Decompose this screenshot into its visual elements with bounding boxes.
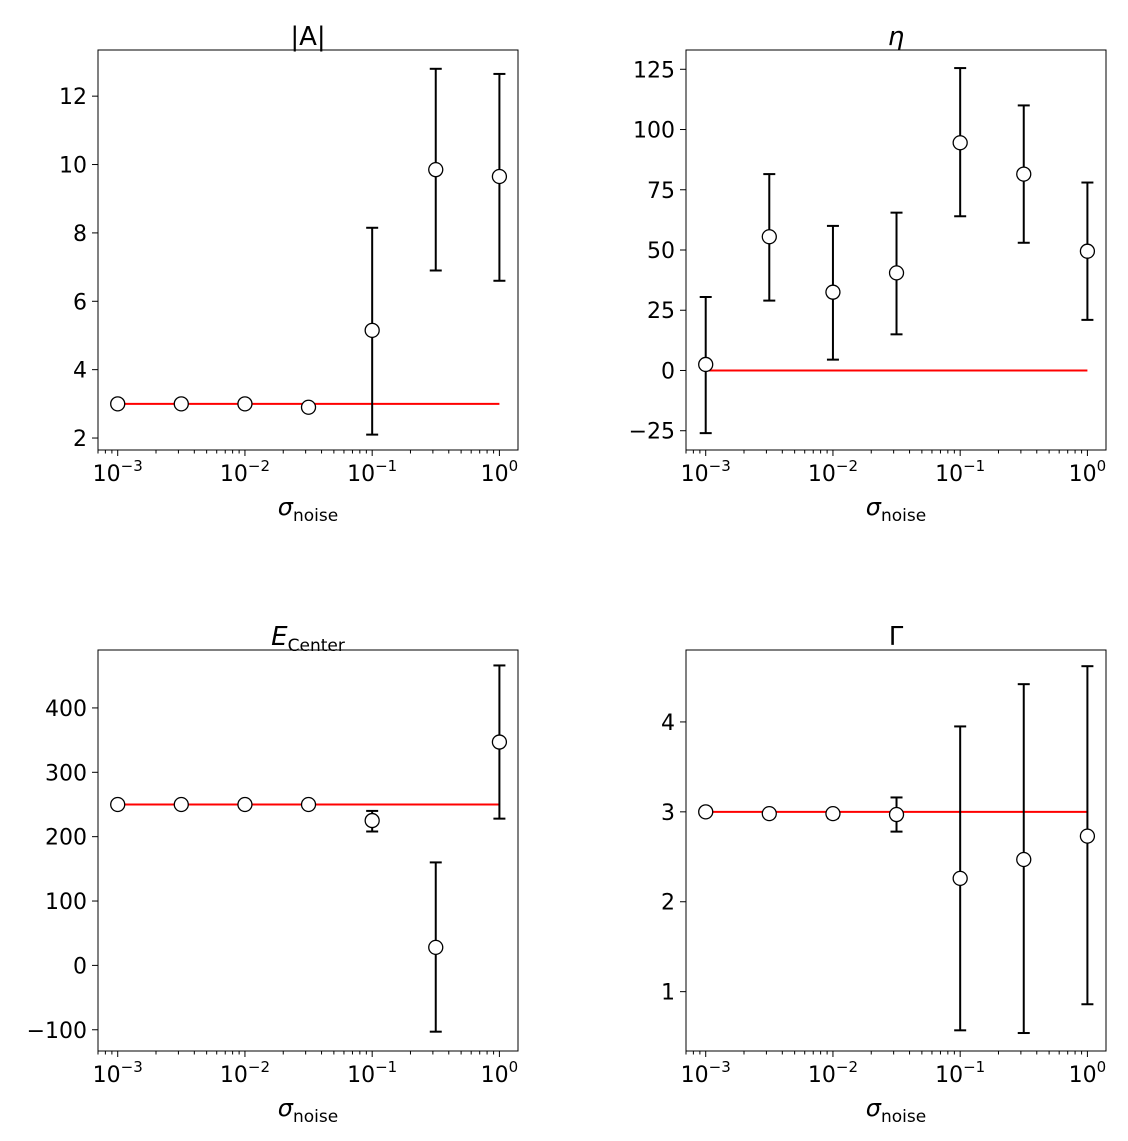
y-tick-label: −100	[27, 1019, 87, 1044]
y-tick-label: 100	[633, 119, 675, 144]
y-tick-label: 6	[73, 290, 87, 315]
data-point	[1079, 828, 1096, 844]
panel-title: |A|	[290, 22, 325, 52]
x-tick-label: 10−1	[935, 457, 985, 487]
x-tick-label: 10−2	[220, 457, 270, 487]
y-tick-label: 125	[633, 58, 675, 83]
data-point	[952, 870, 968, 887]
data-point	[428, 939, 444, 956]
data-point	[364, 322, 380, 338]
axes-frame	[97, 649, 519, 1052]
panel-3: ECenter −100 0 100 200 300 400 10−3 10−2 10−1 100 σ…	[27, 622, 519, 1127]
data-point	[237, 796, 253, 813]
y-tick-label: 10	[59, 154, 87, 179]
y-tick-label: 50	[647, 239, 675, 264]
x-tick-label: 10−2	[808, 1058, 858, 1088]
x-tick-label: 10−2	[808, 457, 858, 487]
y-tick-label: −25	[629, 420, 675, 445]
y-tick-label: 200	[45, 826, 87, 851]
data-point	[364, 812, 380, 829]
y-tick-label: 75	[647, 179, 675, 204]
data-point	[825, 805, 841, 822]
x-tick-label: 10−1	[935, 1058, 985, 1088]
data-point	[237, 396, 253, 412]
data-point	[491, 168, 508, 185]
data-point	[173, 796, 189, 813]
panel-2: η −25 0 25 50 75 100 125 10−3 10−2 10−1 100 σnoise	[629, 22, 1107, 526]
panel-title: ECenter	[271, 622, 345, 656]
panel-title: Γ	[889, 622, 904, 652]
data-point	[110, 396, 126, 412]
x-axis-label: σnoise	[866, 493, 926, 526]
data-point	[698, 356, 714, 373]
y-tick-label: 1	[661, 981, 675, 1006]
x-axis-label: σnoise	[866, 1094, 926, 1127]
y-tick-label: 3	[661, 801, 675, 826]
data-point	[952, 135, 968, 151]
x-axis-label: σnoise	[278, 1094, 338, 1127]
data-point	[1016, 851, 1032, 868]
x-tick-label: 100	[481, 457, 519, 487]
y-tick-label: 400	[45, 697, 87, 722]
x-tick-label: 10−3	[681, 457, 731, 487]
data-point	[698, 804, 714, 820]
x-tick-label: 100	[1069, 457, 1107, 487]
x-tick-label: 10−3	[93, 1058, 143, 1088]
y-tick-label: 0	[661, 359, 675, 384]
panel-1: |A| 2 4 6 8 10 12 10−3 10−2 10−1 100 σnoise	[59, 22, 519, 526]
x-tick-label: 100	[1069, 1058, 1107, 1088]
data-point	[888, 806, 905, 823]
y-tick-label: 8	[73, 222, 87, 247]
x-tick-label: 100	[481, 1058, 519, 1088]
x-axis-label: σnoise	[278, 493, 338, 526]
y-tick-label: 4	[661, 711, 675, 736]
data-point	[300, 399, 317, 415]
y-tick-label: 0	[73, 954, 87, 979]
data-point	[1016, 166, 1032, 182]
y-tick-label: 12	[59, 85, 87, 110]
data-point	[1079, 243, 1096, 259]
y-tick-label: 4	[73, 359, 87, 384]
data-point	[300, 796, 317, 813]
x-tick-label: 10−2	[220, 1058, 270, 1088]
data-point	[825, 284, 841, 300]
data-point	[110, 796, 126, 813]
y-tick-label: 2	[73, 427, 87, 452]
y-tick-label: 25	[647, 299, 675, 324]
data-point	[761, 229, 777, 245]
data-point	[888, 265, 905, 281]
panel-title: η	[888, 22, 904, 52]
x-tick-label: 10−1	[347, 1058, 397, 1088]
data-point	[491, 734, 508, 750]
axes-frame	[97, 49, 519, 451]
x-tick-label: 10−3	[93, 457, 143, 487]
x-tick-label: 10−3	[681, 1058, 731, 1088]
data-point	[428, 162, 444, 178]
panel-4: Γ 1 2 3 4 10−3 10−2 10−1 100 σnoise	[661, 622, 1107, 1127]
data-point	[173, 396, 189, 412]
x-tick-label: 10−1	[347, 457, 397, 487]
data-point	[761, 805, 777, 822]
axes-frame	[685, 649, 1107, 1052]
y-tick-label: 100	[45, 890, 87, 915]
y-tick-label: 2	[661, 891, 675, 916]
y-tick-label: 300	[45, 761, 87, 786]
